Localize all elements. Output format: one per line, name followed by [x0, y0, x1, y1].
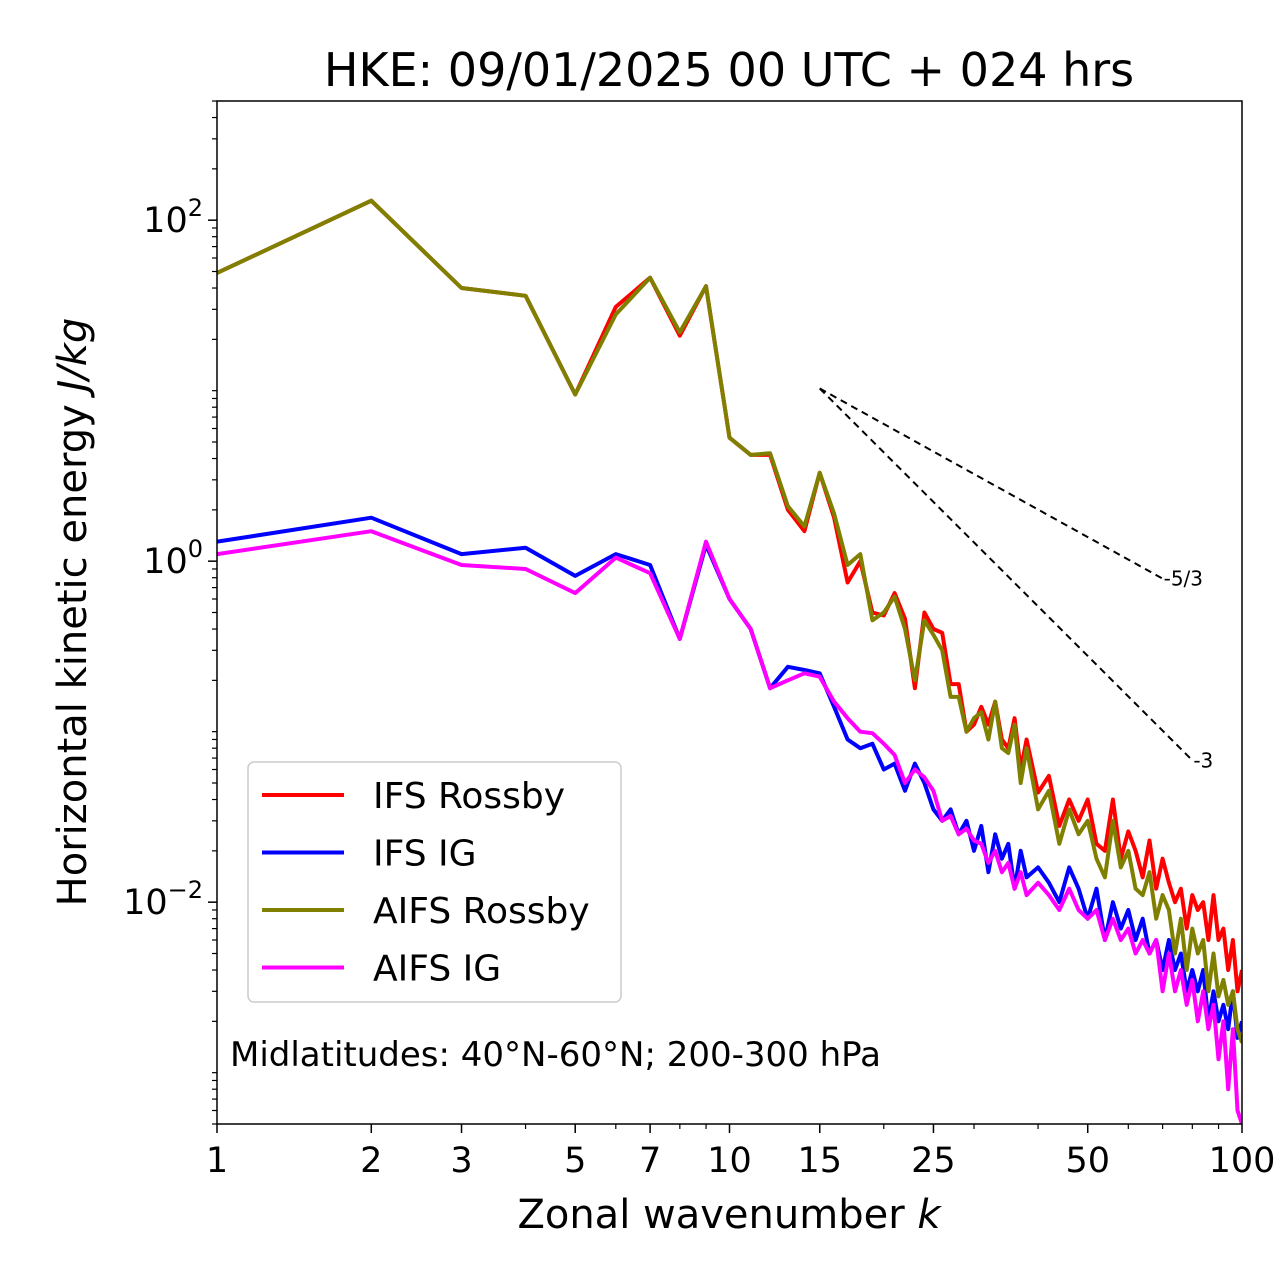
legend: IFS Rossby IFS IG AIFS Rossby AIFS IG [247, 761, 622, 1003]
axis-ticks: 1 2 3 5 7 10 15 25 50 100 10−2 100 102 [123, 100, 1276, 1181]
reference-line-label-2: -3 [1193, 748, 1213, 772]
legend-label-aifs-ig: AIFS IG [373, 949, 501, 990]
series-layer [217, 198, 1242, 1124]
y-tick-label: 10−2 [123, 876, 203, 923]
y-tick-label: 102 [143, 194, 203, 241]
y-axis-label: Horizontal kinetic energy J/kg [50, 318, 96, 907]
plot-frame [216, 100, 1243, 1125]
legend-box [247, 761, 622, 1003]
x-tick-label: 25 [911, 1141, 956, 1181]
x-tick-label: 2 [360, 1141, 382, 1181]
x-tick-label: 1 [206, 1141, 228, 1181]
x-tick-label: 7 [639, 1141, 661, 1181]
x-axis-label: Zonal wavenumber k [517, 1192, 942, 1238]
legend-label-ifs-rossby: IFS Rossby [373, 776, 565, 817]
y-tick-label: 100 [143, 535, 203, 582]
series-line-aifs-ig [217, 529, 1242, 1124]
series-line-ifs-ig [217, 515, 1242, 1040]
legend-label-aifs-rossby: AIFS Rossby [373, 891, 590, 932]
x-tick-label: 15 [797, 1141, 842, 1181]
reference-line-label-1: -5/3 [1164, 567, 1203, 591]
reference-line-2 [819, 387, 1194, 762]
region-annotation: Midlatitudes: 40°N-60°N; 200-300 hPa [230, 1035, 881, 1075]
x-tick-label: 10 [707, 1141, 752, 1181]
reference-line-1 [819, 387, 1164, 580]
series-line-aifs-rossby [217, 198, 1242, 1044]
x-tick-label: 5 [564, 1141, 586, 1181]
legend-label-ifs-ig: IFS IG [373, 834, 477, 875]
chart-title: HKE: 09/01/2025 00 UTC + 024 hrs [324, 43, 1134, 97]
x-tick-label: 50 [1065, 1141, 1110, 1181]
reference-lines: -5/3 -3 [819, 387, 1213, 772]
x-tick-label: 100 [1209, 1141, 1276, 1181]
x-tick-label: 3 [450, 1141, 472, 1181]
